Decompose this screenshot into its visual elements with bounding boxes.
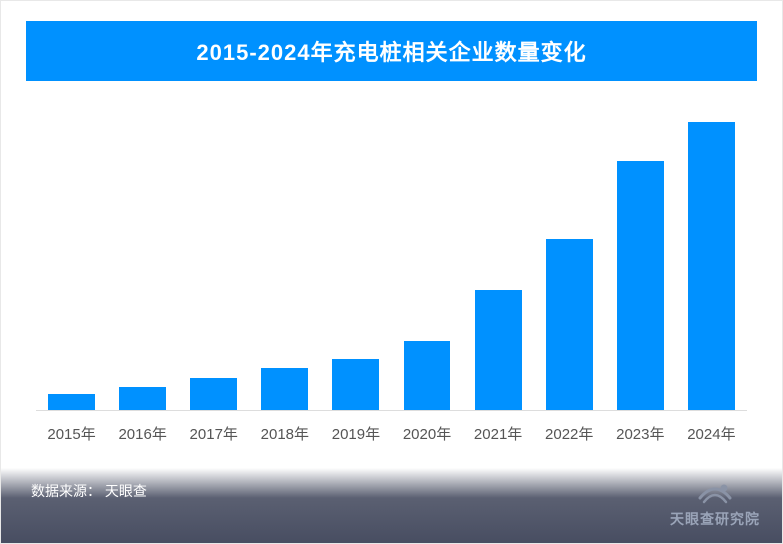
bar-wrapper [391,111,462,410]
bar [332,359,379,410]
x-axis-label: 2019年 [320,423,391,444]
bar-wrapper [605,111,676,410]
chart-title: 2015-2024年充电桩相关企业数量变化 [26,21,757,81]
bars-row [36,111,747,411]
source-label: 数据来源： [31,483,101,499]
bar [546,239,593,410]
bar [617,161,664,410]
x-axis-label: 2024年 [676,423,747,444]
bar [48,394,95,410]
data-source: 数据来源： 天眼查 [31,481,147,501]
watermark-text: 天眼查研究院 [670,509,760,529]
x-axis-label: 2020年 [391,423,462,444]
bar [119,387,166,410]
x-axis-label: 2021年 [463,423,534,444]
chart-area: 2015年2016年2017年2018年2019年2020年2021年2022年… [26,111,757,451]
watermark: 天眼查研究院 [670,476,760,529]
bar-wrapper [463,111,534,410]
bar-wrapper [107,111,178,410]
bar-wrapper [320,111,391,410]
x-axis-label: 2023年 [605,423,676,444]
bar-wrapper [534,111,605,410]
x-axis-label: 2015年 [36,423,107,444]
x-axis-label: 2017年 [178,423,249,444]
x-axis-label: 2022年 [534,423,605,444]
bar [404,341,451,410]
bar [190,378,237,410]
bar-wrapper [36,111,107,410]
source-value: 天眼查 [105,483,147,499]
bar [688,122,735,410]
x-axis-label: 2016年 [107,423,178,444]
x-axis-label: 2018年 [249,423,320,444]
bar [475,290,522,410]
footer-strip [1,468,782,543]
bar-wrapper [249,111,320,410]
chart-container: 2015-2024年充电桩相关企业数量变化 2015年2016年2017年201… [0,0,783,544]
x-axis-labels: 2015年2016年2017年2018年2019年2020年2021年2022年… [36,423,747,444]
bar-wrapper [676,111,747,410]
bar-wrapper [178,111,249,410]
watermark-logo-icon [694,476,736,506]
bar [261,368,308,410]
